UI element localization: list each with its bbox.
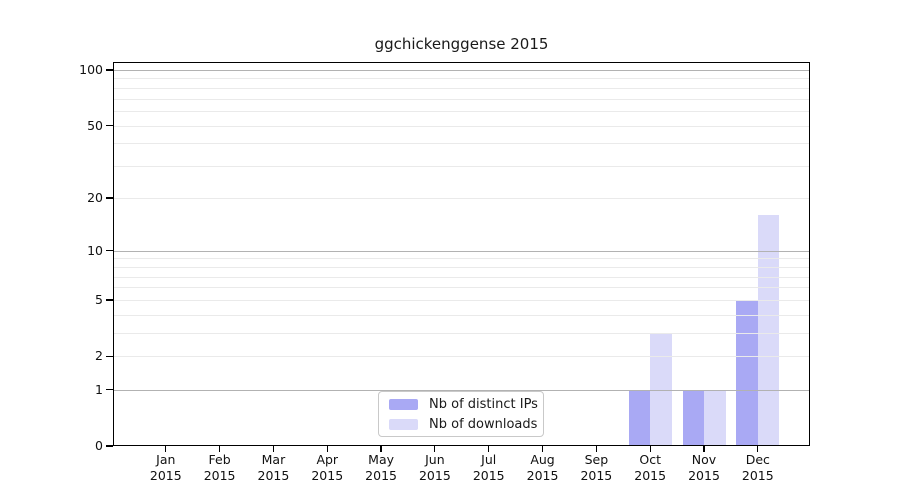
- x-tick-year: 2015: [688, 467, 720, 483]
- chart-title: ggchickenggense 2015: [374, 35, 549, 53]
- x-tick: [219, 446, 221, 452]
- gridline-minor: [113, 300, 810, 302]
- y-tick: [106, 299, 113, 301]
- x-tick-label: Jul 2015: [461, 452, 517, 483]
- gridline-minor: [113, 197, 810, 199]
- x-tick-month: May: [368, 452, 394, 467]
- gridline-minor: [113, 314, 810, 316]
- legend-label: Nb of downloads: [429, 416, 538, 432]
- gridline-minor: [113, 166, 810, 168]
- y-tick-label: 10: [87, 242, 103, 258]
- x-tick-label: Apr 2015: [299, 452, 355, 483]
- y-tick: [106, 355, 113, 358]
- y-tick-label: 2: [95, 348, 103, 364]
- x-tick: [649, 446, 651, 452]
- gridline-minor: [113, 276, 810, 278]
- x-tick: [165, 446, 167, 452]
- gridline-minor: [113, 266, 810, 268]
- legend-label: Nb of distinct IPs: [429, 396, 538, 412]
- x-tick: [488, 446, 490, 452]
- legend-entry: Nb of downloads: [389, 416, 543, 432]
- x-tick-year: 2015: [526, 467, 559, 483]
- x-tick-month: Dec: [745, 452, 770, 467]
- x-tick-year: 2015: [741, 467, 774, 483]
- legend-entry: Nb of distinct IPs: [389, 396, 543, 412]
- x-tick-month: Aug: [530, 452, 555, 467]
- y-tick-label: 50: [87, 117, 103, 133]
- gridline-minor: [113, 78, 810, 80]
- x-tick-month: Nov: [691, 452, 717, 467]
- y-tick: [106, 125, 113, 127]
- x-tick-month: Apr: [316, 452, 339, 467]
- x-tick: [595, 446, 597, 452]
- x-tick: [380, 446, 382, 452]
- x-tick-year: 2015: [634, 467, 667, 483]
- legend-swatch-distinct-ips: [389, 398, 418, 410]
- gridline-minor: [113, 356, 810, 358]
- x-tick-label: May 2015: [353, 452, 409, 483]
- x-tick-label: Aug 2015: [515, 452, 571, 483]
- x-tick: [541, 446, 544, 452]
- x-tick-year: 2015: [365, 467, 397, 483]
- gridline-major: [113, 69, 810, 71]
- y-tick-label: 20: [87, 189, 103, 205]
- y-tick: [106, 69, 113, 71]
- x-tick: [757, 446, 759, 452]
- x-tick-year: 2015: [472, 467, 505, 483]
- gridline-minor: [113, 258, 810, 260]
- x-tick-label: Dec 2015: [730, 452, 786, 483]
- x-tick-label: Sep 2015: [568, 452, 624, 483]
- x-tick-month: Jan: [156, 452, 176, 467]
- x-tick: [272, 446, 275, 452]
- gridline-minor: [113, 87, 810, 89]
- y-tick: [106, 250, 113, 252]
- gridline-minor: [113, 143, 810, 145]
- legend-swatch-downloads: [389, 418, 418, 430]
- x-tick-month: Jul: [481, 452, 497, 467]
- bar-distinct-ips-nov: [682, 389, 704, 446]
- y-tick-label: 0: [95, 438, 103, 453]
- x-tick-month: Sep: [584, 452, 609, 467]
- x-tick-year: 2015: [257, 467, 290, 483]
- bar-downloads-dec: [757, 215, 780, 446]
- gridline-minor: [113, 98, 810, 100]
- y-tick: [106, 197, 113, 199]
- x-tick-month: Feb: [208, 452, 231, 467]
- gridline-minor: [113, 287, 810, 289]
- x-tick-month: Mar: [261, 452, 286, 467]
- x-tick: [434, 446, 436, 452]
- y-tick: [106, 388, 113, 391]
- x-tick-label: Mar 2015: [245, 452, 301, 483]
- x-tick-year: 2015: [311, 467, 344, 483]
- x-tick-month: Jun: [425, 452, 445, 467]
- y-tick-label: 100: [79, 61, 103, 77]
- x-tick: [326, 446, 328, 452]
- x-tick-label: Jun 2015: [407, 452, 463, 483]
- bar-downloads-nov: [704, 389, 726, 446]
- gridline-major: [113, 389, 810, 391]
- x-tick-year: 2015: [580, 467, 613, 483]
- x-tick-year: 2015: [203, 467, 236, 483]
- x-tick-label: Feb 2015: [192, 452, 248, 483]
- legend: Nb of distinct IPs Nb of downloads: [378, 391, 544, 437]
- bar-distinct-ips-oct: [628, 389, 651, 446]
- y-tick-label: 1: [95, 381, 103, 397]
- plot-area: Nb of distinct IPs Nb of downloads: [113, 62, 810, 446]
- x-tick: [703, 446, 705, 452]
- y-tick: [106, 445, 113, 447]
- gridline-major: [113, 250, 810, 252]
- bar-distinct-ips-dec: [736, 300, 758, 446]
- x-tick-label: Oct 2015: [622, 452, 678, 483]
- grid-layer: [113, 62, 810, 446]
- gridline-minor: [113, 111, 810, 113]
- x-tick-month: Oct: [639, 452, 661, 467]
- y-tick-label: 5: [95, 292, 103, 308]
- gridline-minor: [113, 125, 810, 127]
- x-tick-year: 2015: [149, 467, 182, 483]
- x-tick-label: Nov 2015: [676, 452, 732, 483]
- x-tick-year: 2015: [418, 467, 451, 483]
- x-tick-label: Jan 2015: [138, 452, 194, 483]
- gridline-minor: [113, 333, 810, 335]
